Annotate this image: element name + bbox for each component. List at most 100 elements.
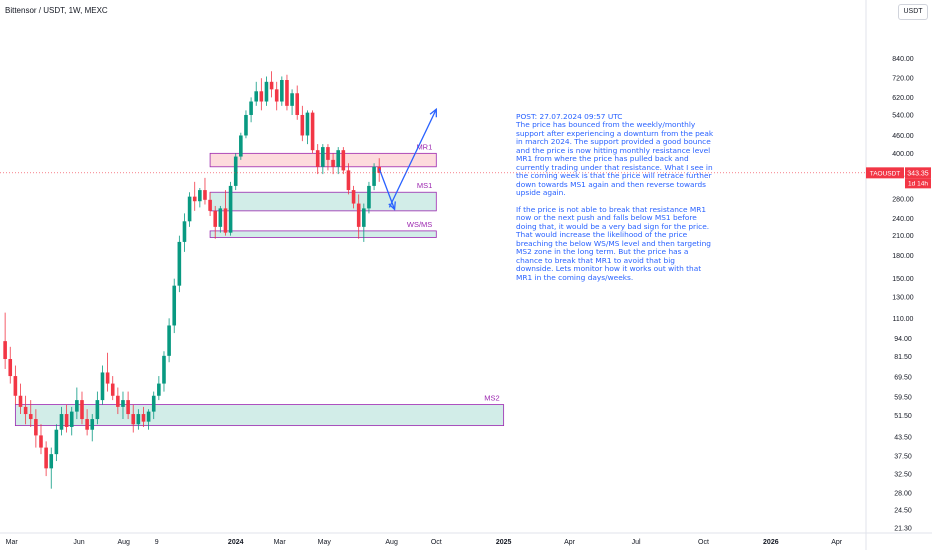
arrow-line [388,108,437,208]
candle [49,447,54,489]
candle [305,110,310,145]
candle [336,147,341,175]
candle [259,78,264,111]
x-tick-label: 2026 [763,539,779,546]
x-tick-label: Jul [632,539,641,546]
candle-body [162,355,166,384]
candle-body [177,241,182,286]
y-tick-label: 720.00 [892,76,914,83]
candle-body [367,185,371,209]
zone-label: MS1 [417,181,432,190]
zones-layer: MR1 MS1 WS/MS MS2 [14,142,505,427]
candle [85,409,89,436]
y-tick-label: 24.50 [894,508,912,515]
candle-body [44,447,48,469]
x-tick-label: Apr [564,539,576,546]
x-tick-label: Aug [385,539,398,546]
candle-body [274,89,279,102]
candle-body [254,91,259,102]
candle [356,194,361,239]
x-tick-label: Aug [117,539,130,546]
y-tick-label: 21.30 [894,526,912,533]
candle-body [157,383,161,396]
candle [3,312,7,369]
x-tick-label: Oct [698,539,709,546]
candle [233,153,238,191]
x-tick-label: Oct [431,539,442,546]
y-tick-label: 150.00 [892,276,914,283]
candle-body [80,400,84,420]
y-tick-label: 94.00 [894,336,912,343]
candle-body [95,400,100,420]
candle-body [136,414,141,425]
candle [239,132,243,160]
candle [310,110,315,154]
candle-body [116,395,120,407]
y-tick-label: 210.00 [892,233,914,240]
candle [203,177,207,205]
candle-body [131,414,136,425]
candle [182,213,187,252]
candle [362,203,366,242]
candles-layer [3,71,381,489]
zone-label: WS/MS [407,220,432,229]
candle [167,318,171,363]
candle [187,192,192,227]
candle-body [300,114,305,136]
candle [223,190,228,236]
candle-body [141,414,146,422]
x-tick-label: 2024 [228,539,244,546]
currency-button[interactable]: USDT [898,4,928,20]
candle [269,71,274,98]
x-tick-label: 9 [155,539,159,546]
x-tick-label: Jun [73,539,84,546]
candle-body [182,221,187,242]
candle-body [100,372,105,401]
candle-body [146,411,151,422]
candle-body [203,190,207,200]
candle-body [233,156,238,186]
price-tag-price: 343.35 [907,170,929,177]
candle [39,424,43,455]
candle-body [39,435,43,448]
candle [13,365,18,405]
candle-body [110,383,115,396]
candle-body [64,414,69,427]
candle [141,406,146,427]
candle [105,352,110,392]
candle-body [336,150,341,167]
candle-body [85,419,89,430]
candle [300,105,305,142]
candle [351,185,356,209]
candle-body [239,135,243,157]
candle [110,376,115,401]
candle-body [208,199,212,211]
candle [18,383,23,415]
candle [69,406,74,436]
candle [192,181,197,211]
candle [162,351,166,392]
candle-body [315,150,320,167]
candle-body [321,147,325,167]
y-tick-label: 59.50 [894,394,912,401]
candle-body [59,414,64,430]
candle [274,81,279,111]
candle-body [346,170,351,191]
candle-body [310,112,315,151]
candle [346,163,351,195]
chart-title: Bittensor / USDT, 1W, MEXC [5,6,108,15]
candle [198,187,202,208]
candle [90,414,95,442]
x-tick-label: Mar [274,539,287,546]
candle-body [18,395,23,407]
candle-body [13,376,18,396]
candle [254,81,259,106]
candle [367,181,371,214]
candle-body [249,101,253,115]
candle-body [172,285,177,326]
y-tick-label: 400.00 [892,151,914,158]
candle-body [90,419,95,430]
candle [34,409,38,448]
